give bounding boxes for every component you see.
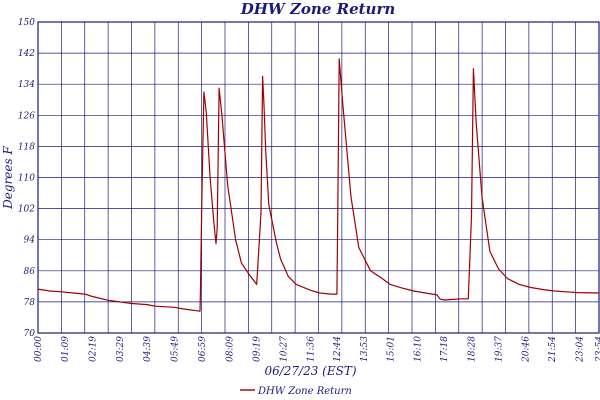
chart-title: DHW Zone Return [240,0,396,18]
y-tick-label: 78 [24,298,36,308]
x-tick-label: 16:10 [413,336,423,362]
x-tick-label: 00:00 [34,336,44,362]
y-tick-label: 150 [18,18,35,28]
x-tick-label: 17:18 [440,336,450,362]
x-tick-label: 18:28 [467,336,477,362]
y-tick-label: 70 [24,329,36,339]
x-tick-label: 05:49 [171,336,181,362]
x-tick-label: 21:54 [548,336,558,363]
x-tick-label: 13:53 [360,336,370,362]
x-tick-label: 12:44 [333,336,343,362]
y-tick-label: 86 [24,267,36,277]
series-line [37,58,600,312]
x-tick-label: 04:39 [143,336,153,362]
x-tick-label: 15:01 [386,336,396,362]
x-tick-label: 09:19 [253,336,263,362]
series-group [37,58,600,312]
x-tick-label: 20:46 [521,336,531,363]
grid [37,21,600,334]
x-tick-label: 08:09 [225,336,235,362]
plot-frame [37,21,600,334]
x-tick-label: 02:19 [88,336,98,362]
legend: DHW Zone Return [240,386,352,397]
y-tick-label: 118 [18,142,35,152]
y-tick-label: 126 [18,111,35,121]
y-tick-label: 142 [18,49,35,59]
x-tick-label: 06:59 [198,336,208,362]
y-tick-labels: 70 78 86 94 102 110 118 126 134 142 150 [18,18,35,339]
x-tick-label: 11:36 [306,336,316,362]
y-tick-label: 110 [18,174,35,184]
x-tick-label: 23:04 [575,336,585,363]
x-tick-label: 01:09 [61,336,71,362]
y-tick-label: 94 [24,236,36,246]
y-tick-label: 102 [18,205,35,215]
y-axis-label: Degrees F [1,146,15,210]
x-tick-label: 19:37 [494,336,504,362]
legend-label: DHW Zone Return [257,386,352,397]
x-tick-label: 10:27 [279,336,289,362]
x-tick-labels: 00:00 01:09 02:19 03:29 04:39 05:49 06:59 08:09… [34,336,600,363]
y-tick-label: 134 [18,80,35,90]
x-axis-label: 06/27/23 (EST) [264,364,356,378]
x-tick-label: 03:29 [116,336,126,362]
x-tick-label: 23:54 [595,336,600,363]
